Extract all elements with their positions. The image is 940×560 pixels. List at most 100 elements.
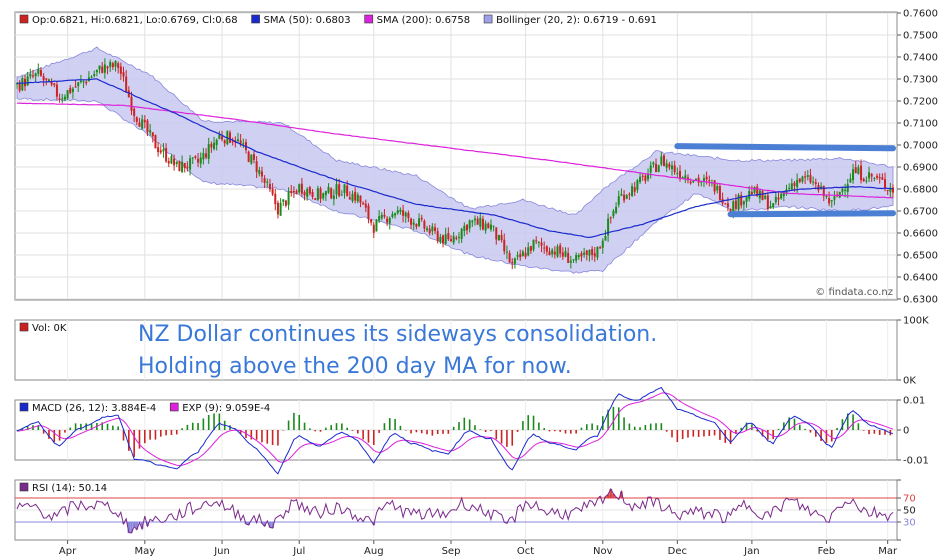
rsi-y-tick-label: 50	[903, 506, 916, 517]
legend-swatch	[19, 482, 29, 492]
sma200-line	[16, 102, 894, 199]
macd-histogram-bar	[394, 418, 396, 430]
macd-histogram-bar	[559, 430, 561, 432]
candle-body	[189, 158, 192, 170]
candle-body	[726, 203, 729, 208]
candle-body	[138, 122, 141, 127]
candle-body	[154, 135, 157, 149]
macd-histogram-bar	[591, 423, 593, 430]
macd-histogram-bar	[484, 430, 487, 432]
candle-body	[287, 191, 290, 205]
candle-body	[678, 170, 681, 178]
legend-swatch	[169, 402, 179, 412]
candle-body	[790, 183, 793, 190]
candle-body	[551, 249, 554, 255]
candle-body	[284, 200, 287, 206]
candle-body	[660, 156, 663, 165]
macd-histogram-bar	[261, 430, 263, 443]
candle-body	[676, 172, 679, 174]
candle-body	[774, 196, 777, 203]
candle-body	[684, 175, 687, 179]
macd-histogram-bar	[495, 430, 498, 440]
candle-body	[697, 177, 700, 183]
candle-body	[324, 191, 327, 196]
macd-histogram-bar	[58, 430, 61, 441]
candle-body	[356, 194, 359, 202]
macd-histogram-bar	[170, 430, 173, 435]
macd-histogram-bar	[532, 415, 535, 430]
candle-body	[465, 224, 468, 231]
candle-body	[484, 223, 487, 231]
macd-histogram-bar	[37, 425, 40, 430]
price-y-tick-label: 0.7400	[903, 53, 938, 64]
candle-body	[636, 180, 639, 190]
macd-histogram-bar	[165, 430, 167, 436]
candle-body	[878, 177, 881, 179]
candle-body	[564, 251, 567, 257]
candle-body	[165, 148, 168, 162]
candle-body	[561, 252, 564, 257]
macd-histogram-bar	[527, 415, 530, 430]
price-y-tick-label: 0.7000	[903, 141, 938, 152]
candle-body	[822, 186, 825, 197]
legend-swatch	[364, 14, 373, 24]
candle-body	[173, 158, 176, 166]
legend-label: SMA (50): 0.6803	[264, 15, 351, 26]
candle-body	[865, 180, 868, 182]
candle-body	[332, 195, 335, 200]
candle-body	[625, 195, 628, 199]
candle-body	[418, 218, 421, 226]
macd-histogram-bar	[404, 430, 407, 431]
legend-label: Bollinger (20, 2): 0.6719 - 0.691	[496, 15, 657, 26]
trendline	[727, 210, 896, 218]
candle-body	[103, 64, 106, 73]
macd-histogram-bar	[357, 430, 359, 434]
macd-y-tick-label: 0.01	[903, 396, 925, 407]
candle-body	[569, 260, 572, 263]
x-month-label: Aug	[364, 546, 384, 557]
macd-histogram-bar	[431, 430, 434, 436]
candle-body	[210, 143, 213, 148]
candle-body	[452, 236, 455, 243]
rsi-y-tick-label: 70	[903, 494, 916, 505]
macd-histogram-bar	[873, 430, 876, 434]
candle-body	[367, 205, 370, 219]
candle-body	[694, 179, 697, 181]
candle-body	[66, 90, 69, 99]
macd-histogram-bar	[788, 417, 790, 430]
candle-body	[617, 196, 620, 205]
candle-body	[292, 191, 295, 193]
candle-body	[375, 219, 378, 232]
candle-body	[183, 162, 186, 169]
macd-histogram-bar	[564, 430, 567, 434]
legend-label: RSI (14): 50.14	[32, 483, 107, 494]
macd-histogram-bar	[756, 430, 759, 432]
candle-body	[513, 258, 516, 264]
macd-histogram-bar	[266, 430, 269, 444]
macd-histogram-bar	[841, 419, 844, 430]
candle-body	[833, 196, 836, 200]
macd-histogram-bar	[596, 425, 599, 430]
candle-body	[308, 187, 311, 194]
candle-body	[247, 151, 250, 162]
candle-body	[394, 213, 397, 216]
candle-body	[279, 202, 282, 216]
macd-histogram-bar	[42, 430, 45, 434]
candle-body	[61, 98, 64, 100]
candle-body	[604, 236, 607, 241]
macd-histogram-bar	[639, 427, 641, 430]
candle-body	[689, 181, 692, 184]
macd-histogram-bar	[314, 430, 317, 432]
watermark: © findata.co.nz	[815, 287, 893, 298]
macd-histogram-bar	[804, 428, 806, 430]
candle-body	[652, 162, 655, 165]
candle-body	[31, 75, 34, 77]
candle-body	[93, 74, 96, 77]
candle-body	[133, 108, 136, 117]
macd-histogram-bar	[319, 430, 322, 432]
candle-body	[181, 161, 184, 173]
candle-body	[852, 169, 855, 181]
candle-body	[63, 96, 66, 100]
macd-histogram-bar	[298, 414, 301, 430]
candle-body	[567, 253, 570, 263]
